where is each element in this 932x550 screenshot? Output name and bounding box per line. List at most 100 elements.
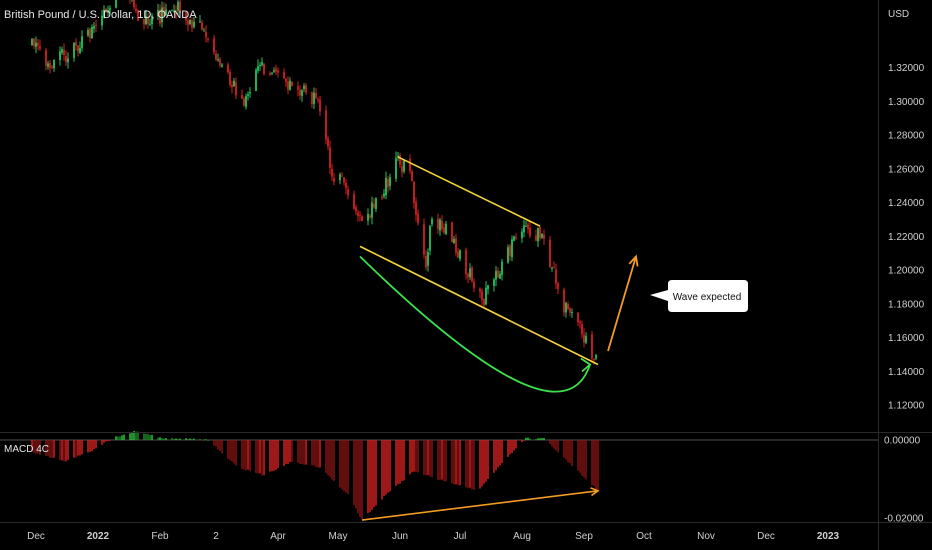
candle[interactable] <box>271 72 273 76</box>
candle[interactable] <box>89 27 91 43</box>
candle[interactable] <box>593 358 595 365</box>
candle[interactable] <box>389 173 391 191</box>
candle[interactable] <box>409 154 411 175</box>
candle[interactable] <box>371 196 373 225</box>
candle[interactable] <box>165 3 167 16</box>
candle[interactable] <box>415 197 417 222</box>
candle[interactable] <box>317 97 319 104</box>
candle[interactable] <box>385 171 387 200</box>
wave-callout[interactable]: Wave expected <box>650 280 748 312</box>
candle[interactable] <box>367 208 369 226</box>
candle[interactable] <box>437 213 439 234</box>
candle[interactable] <box>35 36 37 54</box>
candle[interactable] <box>509 244 511 261</box>
candle[interactable] <box>95 19 97 33</box>
candle[interactable] <box>191 17 193 33</box>
candle[interactable] <box>273 67 275 74</box>
drawings[interactable] <box>359 156 639 521</box>
candle[interactable] <box>247 91 249 101</box>
candle[interactable] <box>319 96 321 116</box>
candle[interactable] <box>179 0 181 15</box>
candle[interactable] <box>287 76 289 95</box>
candle[interactable] <box>193 16 195 29</box>
candle[interactable] <box>359 210 361 222</box>
candle[interactable] <box>163 2 165 18</box>
candle[interactable] <box>595 353 597 361</box>
candle[interactable] <box>329 140 331 175</box>
candle[interactable] <box>529 221 531 239</box>
candle[interactable] <box>297 81 299 97</box>
candle[interactable] <box>591 330 593 363</box>
candle[interactable] <box>249 87 251 98</box>
channel-lower-line[interactable] <box>359 245 599 366</box>
candle[interactable] <box>331 163 333 182</box>
candle[interactable] <box>31 38 33 47</box>
candle[interactable] <box>137 9 139 22</box>
candle[interactable] <box>383 189 385 199</box>
candle[interactable] <box>177 0 179 16</box>
candle[interactable] <box>453 235 455 244</box>
candle[interactable] <box>227 62 229 74</box>
candle[interactable] <box>235 77 237 99</box>
candle[interactable] <box>65 50 67 67</box>
candle[interactable] <box>53 59 55 72</box>
candle[interactable] <box>425 250 427 271</box>
candle[interactable] <box>541 233 543 239</box>
candle[interactable] <box>399 152 401 168</box>
candle[interactable] <box>483 298 485 309</box>
candle[interactable] <box>135 4 137 13</box>
price-pane[interactable] <box>31 0 597 365</box>
candle[interactable] <box>175 5 177 19</box>
candle[interactable] <box>499 270 501 279</box>
candle[interactable] <box>403 159 405 174</box>
candle[interactable] <box>537 227 539 248</box>
candle[interactable] <box>291 81 293 87</box>
candle[interactable] <box>535 229 537 242</box>
candle[interactable] <box>67 52 69 69</box>
candle[interactable] <box>79 41 81 54</box>
candle[interactable] <box>161 1 163 28</box>
candle[interactable] <box>199 15 201 23</box>
candle[interactable] <box>469 263 471 281</box>
candle[interactable] <box>577 312 579 327</box>
candle[interactable] <box>525 220 527 227</box>
candle[interactable] <box>109 5 111 15</box>
channel-upper-line[interactable] <box>397 156 541 227</box>
candle[interactable] <box>579 319 581 329</box>
candle[interactable] <box>241 89 243 99</box>
candle[interactable] <box>157 3 159 21</box>
candle[interactable] <box>543 229 545 245</box>
candle[interactable] <box>229 69 231 88</box>
candle[interactable] <box>397 152 399 162</box>
candle[interactable] <box>357 209 359 222</box>
candle[interactable] <box>557 281 559 295</box>
candle[interactable] <box>45 47 47 71</box>
candle[interactable] <box>131 0 133 3</box>
candle[interactable] <box>451 221 453 243</box>
candle[interactable] <box>555 263 557 290</box>
candle[interactable] <box>465 247 467 280</box>
candle[interactable] <box>401 160 403 178</box>
candle[interactable] <box>213 34 215 55</box>
candle[interactable] <box>173 4 175 13</box>
candle[interactable] <box>103 5 105 19</box>
candle[interactable] <box>551 266 553 272</box>
candle[interactable] <box>187 17 189 32</box>
candle[interactable] <box>413 181 415 209</box>
candle[interactable] <box>495 266 497 287</box>
candle[interactable] <box>107 5 109 17</box>
candle[interactable] <box>487 284 489 295</box>
candle[interactable] <box>261 57 263 67</box>
candle[interactable] <box>245 93 247 110</box>
candle[interactable] <box>269 71 271 77</box>
candle[interactable] <box>431 216 433 227</box>
candle[interactable] <box>513 235 515 242</box>
candle[interactable] <box>207 37 209 43</box>
candle[interactable] <box>567 301 569 310</box>
candle[interactable] <box>395 151 397 182</box>
candle[interactable] <box>429 224 431 256</box>
candle[interactable] <box>63 43 65 61</box>
candle[interactable] <box>455 233 457 256</box>
macd-divergence-line[interactable] <box>361 489 599 521</box>
candle[interactable] <box>467 272 469 284</box>
